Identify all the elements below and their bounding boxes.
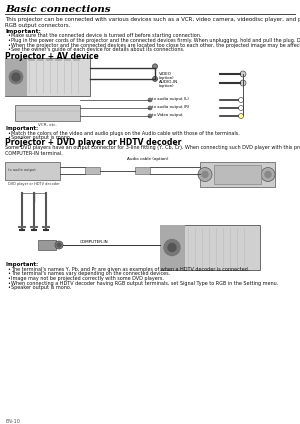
FancyBboxPatch shape — [5, 162, 60, 180]
Text: Make sure that the connected device is turned off before starting connection.: Make sure that the connected device is t… — [11, 33, 201, 39]
Text: Plug in the power cords of the projector and the connected devices firmly. When : Plug in the power cords of the projector… — [11, 38, 300, 43]
FancyBboxPatch shape — [38, 240, 56, 250]
Text: When connecting a HDTV decoder having RGB output terminals, set Signal Type to R: When connecting a HDTV decoder having RG… — [11, 281, 278, 285]
Circle shape — [152, 64, 158, 69]
Text: •: • — [7, 33, 10, 39]
Text: Important:: Important: — [5, 262, 38, 267]
Text: •: • — [7, 131, 10, 136]
Text: When the projector and the connected devices are located too close to each other: When the projector and the connected dev… — [11, 42, 300, 47]
Circle shape — [164, 240, 180, 256]
Circle shape — [240, 80, 246, 86]
Circle shape — [238, 98, 244, 103]
Text: COMPUTER-IN: COMPUTER-IN — [80, 240, 109, 244]
Text: to audio output: to audio output — [8, 168, 36, 172]
Text: Important:: Important: — [5, 126, 38, 131]
Text: Speaker output is mono.: Speaker output is mono. — [11, 285, 71, 290]
FancyBboxPatch shape — [160, 225, 185, 270]
Text: AUDIO-IN: AUDIO-IN — [159, 80, 178, 84]
Text: Important:: Important: — [5, 29, 41, 34]
Circle shape — [148, 106, 152, 110]
FancyBboxPatch shape — [85, 167, 100, 174]
Circle shape — [152, 76, 158, 81]
Text: VIDEO: VIDEO — [159, 72, 172, 76]
Text: to audio output (L): to audio output (L) — [152, 97, 189, 101]
Text: •: • — [7, 47, 10, 52]
Circle shape — [265, 171, 271, 178]
Text: Basic connections: Basic connections — [5, 5, 111, 14]
FancyBboxPatch shape — [5, 58, 90, 96]
Text: (option): (option) — [159, 84, 175, 88]
FancyBboxPatch shape — [135, 167, 150, 174]
Circle shape — [168, 243, 176, 251]
Text: •: • — [7, 42, 10, 47]
Text: •: • — [7, 136, 10, 140]
Text: This projector can be connected with various devices such as a VCR, video camera: This projector can be connected with var… — [5, 17, 300, 28]
FancyBboxPatch shape — [214, 165, 261, 184]
Circle shape — [238, 114, 244, 118]
Text: •: • — [7, 267, 10, 272]
Circle shape — [240, 71, 246, 77]
Circle shape — [9, 70, 23, 84]
Text: •: • — [7, 276, 10, 281]
Circle shape — [202, 171, 208, 178]
Circle shape — [261, 167, 275, 181]
Circle shape — [55, 241, 63, 249]
Text: Some DVD players have an output connector for 3-line fitting (Y, Cb, Cr). When c: Some DVD players have an output connecto… — [5, 145, 300, 156]
FancyBboxPatch shape — [160, 225, 260, 270]
Text: The terminal's names Y, Pb, and Pr are given as examples of when a HDTV decoder : The terminal's names Y, Pb, and Pr are g… — [11, 267, 249, 272]
FancyBboxPatch shape — [15, 105, 80, 121]
Text: •: • — [7, 281, 10, 285]
Text: (option): (option) — [159, 76, 175, 80]
Text: Audio cable (option): Audio cable (option) — [127, 157, 169, 161]
Text: VCR, etc.: VCR, etc. — [38, 123, 57, 127]
Text: Projector + DVD player or HDTV decoder: Projector + DVD player or HDTV decoder — [5, 138, 181, 147]
Text: Projector + AV device: Projector + AV device — [5, 52, 99, 61]
Circle shape — [198, 167, 212, 181]
Circle shape — [148, 98, 152, 102]
Text: Image may not be projected correctly with some DVD players.: Image may not be projected correctly wit… — [11, 276, 164, 281]
Text: DVD player or HDTV decoder: DVD player or HDTV decoder — [8, 182, 60, 186]
Text: See the owner's guide of each device for details about its connections.: See the owner's guide of each device for… — [11, 47, 184, 52]
Circle shape — [12, 73, 20, 81]
Text: •: • — [7, 38, 10, 43]
Circle shape — [57, 243, 61, 247]
Circle shape — [148, 114, 152, 118]
Circle shape — [238, 106, 244, 111]
Text: The terminal's names vary depending on the connected devices.: The terminal's names vary depending on t… — [11, 271, 170, 276]
FancyBboxPatch shape — [5, 58, 27, 96]
Text: •: • — [7, 285, 10, 290]
Text: Speaker output is mono.: Speaker output is mono. — [11, 136, 71, 140]
Text: Match the colors of the video and audio plugs on the Audio cable with those of t: Match the colors of the video and audio … — [11, 131, 240, 136]
Text: to audio output (R): to audio output (R) — [152, 105, 189, 109]
Text: EN-10: EN-10 — [5, 419, 20, 424]
Text: •: • — [7, 271, 10, 276]
Text: to Video output: to Video output — [152, 113, 182, 117]
FancyBboxPatch shape — [200, 162, 275, 187]
